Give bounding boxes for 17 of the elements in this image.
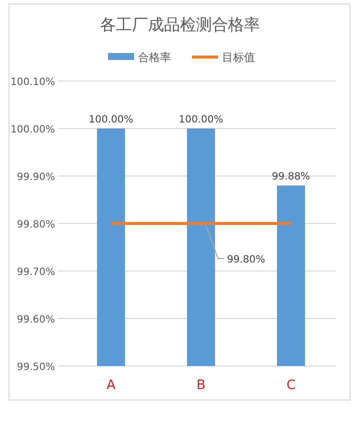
annotation: 99.80% [227,254,266,266]
x-tick-label: C [286,378,296,393]
y-tick-label: 100.10% [10,77,55,88]
y-tick-label: 99.50% [16,362,55,373]
y-tick-label: 100.00% [10,124,55,136]
legend-label: 目标值 [222,51,255,64]
y-tick-label: 99.70% [16,267,55,278]
data-label: 100.00% [88,114,134,126]
x-tick-label: B [196,378,206,393]
data-label: 100.00% [178,114,224,126]
chart-title: 各工厂成品检测合格率 [100,15,260,34]
y-tick-label: 99.60% [16,314,55,326]
y-tick-label: 99.80% [16,220,55,230]
x-tick-label: A [106,378,116,393]
y-tick-label: 99.90% [16,172,55,183]
data-label: 99.88% [272,172,310,182]
legend-label: 合格率 [138,51,171,64]
